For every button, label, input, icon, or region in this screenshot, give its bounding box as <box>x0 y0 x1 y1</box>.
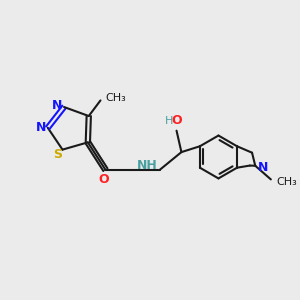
Text: NH: NH <box>136 159 157 172</box>
Text: N: N <box>36 121 46 134</box>
Text: CH₃: CH₃ <box>105 92 126 103</box>
Text: O: O <box>98 173 109 186</box>
Text: N: N <box>258 161 268 174</box>
Text: N: N <box>52 99 62 112</box>
Text: S: S <box>53 148 62 161</box>
Text: O: O <box>171 114 182 128</box>
Text: H: H <box>165 116 173 126</box>
Text: CH₃: CH₃ <box>277 177 297 187</box>
